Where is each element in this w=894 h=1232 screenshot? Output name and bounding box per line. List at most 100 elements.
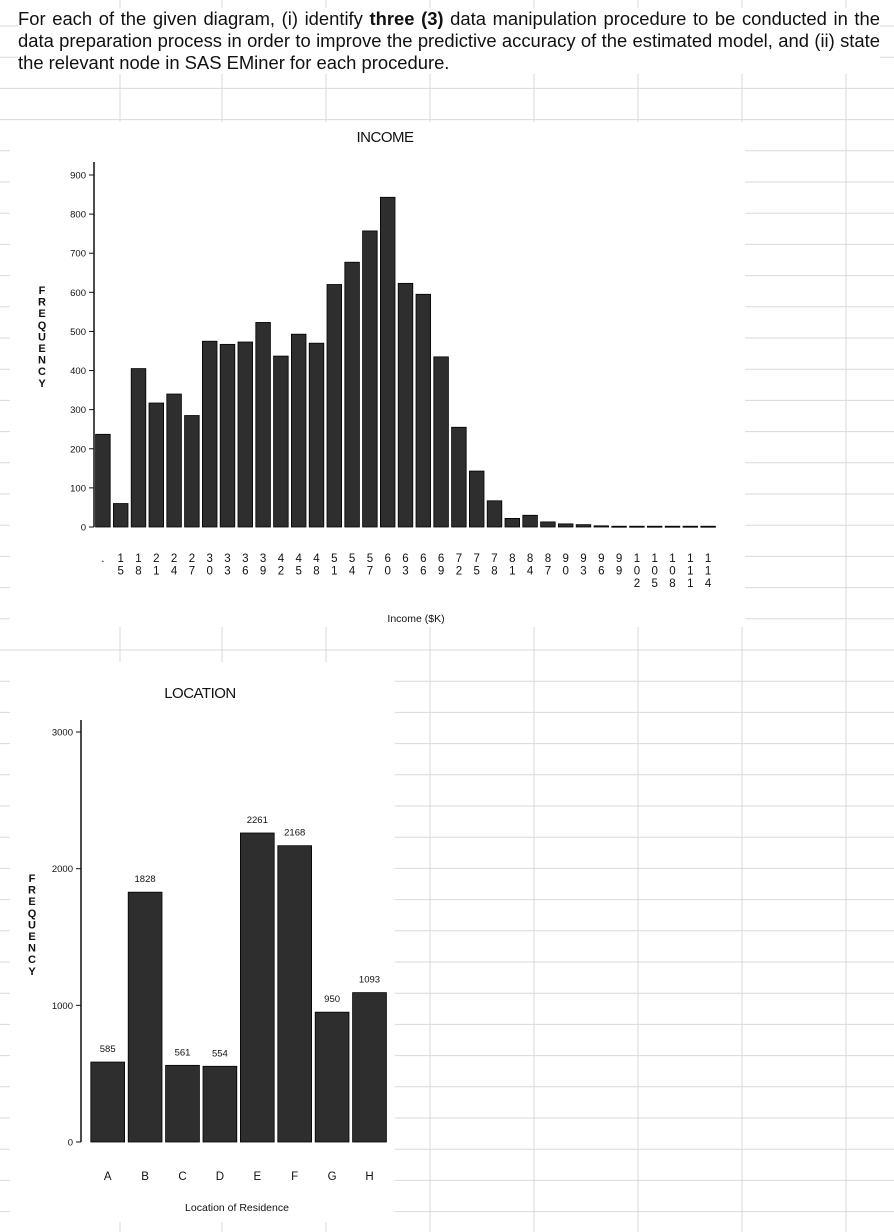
location-bar [165, 1064, 200, 1143]
income-y-tick-label: 0 [81, 523, 86, 534]
location-bar [202, 1065, 238, 1143]
income-bar [397, 282, 414, 528]
location-bar-value-label: 561 [175, 1047, 191, 1058]
location-x-axis-label: Location of Residence [185, 1202, 289, 1214]
location-y-axis-label-letter: Q [28, 908, 37, 920]
location-bar-value-label: 2261 [247, 815, 268, 826]
income-bar [379, 196, 396, 528]
location-y-axis-label-letter: U [28, 919, 36, 931]
location-bar-value-label: 2168 [284, 828, 305, 839]
income-y-tick-label: 200 [70, 444, 86, 455]
location-bar-value-label: 585 [100, 1044, 116, 1055]
income-x-axis-label: Income ($K) [387, 613, 444, 625]
location-y-tick-label: 2000 [52, 864, 73, 875]
income-bar [273, 355, 289, 528]
question-text: For each of the given diagram, (i) ident… [18, 8, 880, 74]
location-y-axis-label-letter: N [28, 943, 36, 955]
location-x-tick-label: A [104, 1171, 112, 1183]
income-y-tick-label: 600 [70, 288, 86, 299]
income-bar [237, 341, 254, 528]
income-y-axis-label-letter: N [38, 355, 46, 367]
location-x-tick-label: H [365, 1171, 373, 1183]
income-y-axis-label-letter: E [38, 343, 45, 355]
income-bar [664, 525, 681, 528]
income-bar [611, 525, 627, 528]
location-x-tick-label: F [291, 1171, 298, 1183]
location-x-tick-label: E [253, 1171, 261, 1183]
income-bar [433, 356, 449, 528]
location-y-tick-label: 3000 [52, 728, 73, 739]
income-bar [184, 415, 200, 528]
income-y-tick-label: 900 [70, 171, 86, 182]
income-x-tick-label: . [101, 553, 104, 565]
income-bar [415, 293, 432, 528]
income-bar [326, 284, 343, 528]
income-chart-title: INCOME [357, 129, 414, 146]
location-y-axis-label-letter: F [29, 873, 36, 885]
income-y-tick-label: 500 [70, 327, 86, 338]
income-y-axis-label-letter: U [38, 331, 46, 343]
income-y-axis-label-letter: C [38, 366, 46, 378]
income-y-axis-label-letter: Y [38, 378, 46, 390]
location-bar [277, 845, 312, 1143]
location-bar [239, 832, 275, 1143]
income-bar [113, 503, 129, 528]
income-bar [166, 393, 182, 528]
location-bar-value-label: 950 [324, 994, 340, 1005]
location-y-axis-label-letter: C [28, 954, 36, 966]
location-bar-value-label: 1093 [359, 975, 380, 986]
income-y-tick-label: 400 [70, 366, 86, 377]
location-bar [352, 992, 387, 1143]
income-bar [522, 514, 538, 528]
income-y-tick-label: 300 [70, 405, 86, 416]
income-bar [130, 368, 147, 528]
income-bar [255, 322, 271, 528]
question-part-2: data manipulation procedure to be conduc… [18, 8, 880, 73]
income-bar [219, 343, 236, 528]
income-bar [593, 525, 610, 528]
income-bar [629, 525, 645, 528]
income-bar [486, 500, 503, 528]
question-emphasis: three (3) [369, 8, 444, 29]
location-x-tick-label: D [216, 1171, 224, 1183]
location-y-axis-label-letter: E [28, 931, 35, 943]
location-y-axis-label-letter: Y [28, 966, 36, 978]
income-y-tick-label: 700 [70, 249, 86, 260]
income-y-axis-label-letter: E [38, 308, 45, 320]
location-y-axis-label-letter: R [28, 885, 36, 897]
income-y-tick-label: 100 [70, 483, 86, 494]
income-y-axis-label-letter: R [38, 297, 46, 309]
location-chart-title: LOCATION [164, 685, 236, 702]
income-bar [558, 523, 574, 528]
income-chart: INCOME0100200300400500600700800900FREQUE… [38, 129, 716, 625]
location-chart-panel: LOCATION 0 1000 2000 3000 F R E Q U E N C Y 585 A 1828 B 5… [10, 662, 395, 1222]
income-bar [290, 333, 307, 528]
